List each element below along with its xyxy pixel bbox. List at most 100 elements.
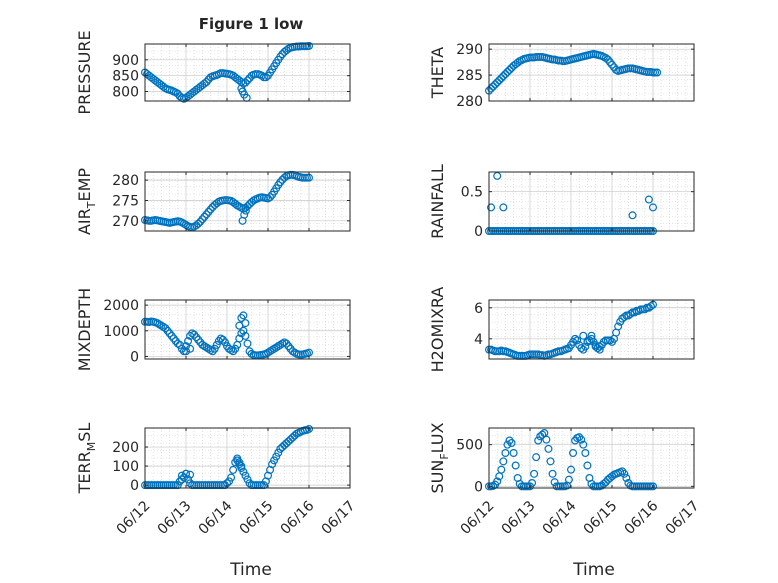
data-point xyxy=(241,319,250,328)
x-tick-label: 06/12 xyxy=(458,498,498,538)
y-axis-label-main: AIR xyxy=(75,208,94,235)
data-point xyxy=(493,78,502,87)
data-point xyxy=(575,433,584,442)
data-point xyxy=(532,453,541,462)
data-point xyxy=(618,467,627,476)
data-point xyxy=(173,89,182,98)
y-tick-label: 4 xyxy=(474,332,483,348)
data-point xyxy=(243,76,252,85)
data-point xyxy=(225,477,234,486)
data-point xyxy=(571,334,580,343)
data-point xyxy=(276,178,285,187)
data-point xyxy=(153,319,162,328)
x-tick-label: 06/14 xyxy=(196,498,236,538)
data-point xyxy=(630,308,639,317)
figure-title: Figure 1 low xyxy=(199,15,304,33)
data-point xyxy=(282,46,291,55)
y-tick-label: 0 xyxy=(474,224,483,240)
axes-box xyxy=(144,299,351,360)
data-point xyxy=(544,444,553,453)
data-point xyxy=(626,309,635,318)
subplot-2: 280 285 290 THETA xyxy=(428,42,695,110)
data-point xyxy=(581,342,590,351)
data-point xyxy=(566,465,575,474)
data-point xyxy=(235,458,244,467)
data-point xyxy=(648,482,657,491)
data-point xyxy=(240,210,249,219)
data-point xyxy=(231,458,240,467)
y-axis-label-rest: SL xyxy=(75,423,94,442)
y-tick-label: 0 xyxy=(130,349,139,365)
data-point xyxy=(495,76,504,85)
axes-box xyxy=(144,427,351,489)
data-point xyxy=(237,313,246,322)
data-point xyxy=(620,469,629,478)
data-point xyxy=(237,462,246,471)
y-axis-label-rest: LUX xyxy=(428,422,447,453)
data-point xyxy=(177,471,186,480)
data-point xyxy=(499,72,508,81)
data-point xyxy=(288,347,297,356)
data-point xyxy=(550,478,559,487)
x-tick-label: 06/13 xyxy=(499,498,539,538)
data-point xyxy=(503,440,512,449)
data-point xyxy=(200,342,209,351)
data-point xyxy=(218,335,227,344)
data-point xyxy=(200,212,209,221)
data-point xyxy=(173,339,182,348)
data-point xyxy=(538,430,547,439)
y-tick-label: 100 xyxy=(112,459,139,475)
data-point xyxy=(241,78,250,87)
data-point xyxy=(200,79,209,88)
data-point xyxy=(513,58,522,67)
data-point xyxy=(585,336,594,345)
y-axis-label-main: RAINFALL xyxy=(428,164,447,239)
x-tick-label: 06/13 xyxy=(155,498,195,538)
data-point xyxy=(268,460,277,469)
data-point xyxy=(264,348,273,357)
x-tick-label: 06/15 xyxy=(581,498,621,538)
data-point xyxy=(177,344,186,353)
data-point xyxy=(161,324,170,333)
series-markers xyxy=(485,49,662,95)
data-point xyxy=(628,211,637,220)
y-axis-label: MIXDEPTH xyxy=(75,288,94,371)
data-point xyxy=(577,344,586,353)
y-axis-label-main: TERR xyxy=(75,451,94,494)
x-tick-label: 06/12 xyxy=(114,498,154,538)
data-point xyxy=(155,320,164,329)
data-point xyxy=(243,475,252,484)
data-point xyxy=(601,53,610,62)
data-point xyxy=(241,331,250,340)
series-markers xyxy=(485,429,657,491)
data-point xyxy=(257,71,266,80)
data-point xyxy=(305,348,314,357)
data-point xyxy=(206,205,215,214)
y-axis-label-main: MIXDEPTH xyxy=(75,288,94,371)
y-tick-label: 270 xyxy=(112,214,139,230)
y-axis-label: THETA xyxy=(428,47,447,99)
x-axis-label-left: Time xyxy=(229,560,272,580)
y-tick-label: 0.5 xyxy=(461,185,483,201)
data-point xyxy=(305,41,314,50)
x-axis-label-right: Time xyxy=(572,560,615,580)
data-point xyxy=(499,457,508,466)
data-point xyxy=(208,347,217,356)
data-point xyxy=(305,424,314,433)
data-point xyxy=(192,333,201,342)
data-point xyxy=(169,334,178,343)
axes-box xyxy=(144,171,351,232)
subplot-3: 270 275 280 AIRTEMP xyxy=(75,168,351,235)
subplot-7: 0 100 200 06/12 06/13 06/14 06/15 06/16 06/17 TER… xyxy=(75,423,358,538)
data-point xyxy=(489,82,498,91)
data-point xyxy=(509,449,518,458)
data-point xyxy=(229,347,238,356)
y-tick-label: 500 xyxy=(456,438,483,454)
data-point xyxy=(190,330,199,339)
data-point xyxy=(173,481,182,490)
data-point xyxy=(157,321,166,330)
data-point xyxy=(206,346,215,355)
y-tick-label: 0 xyxy=(474,479,483,495)
